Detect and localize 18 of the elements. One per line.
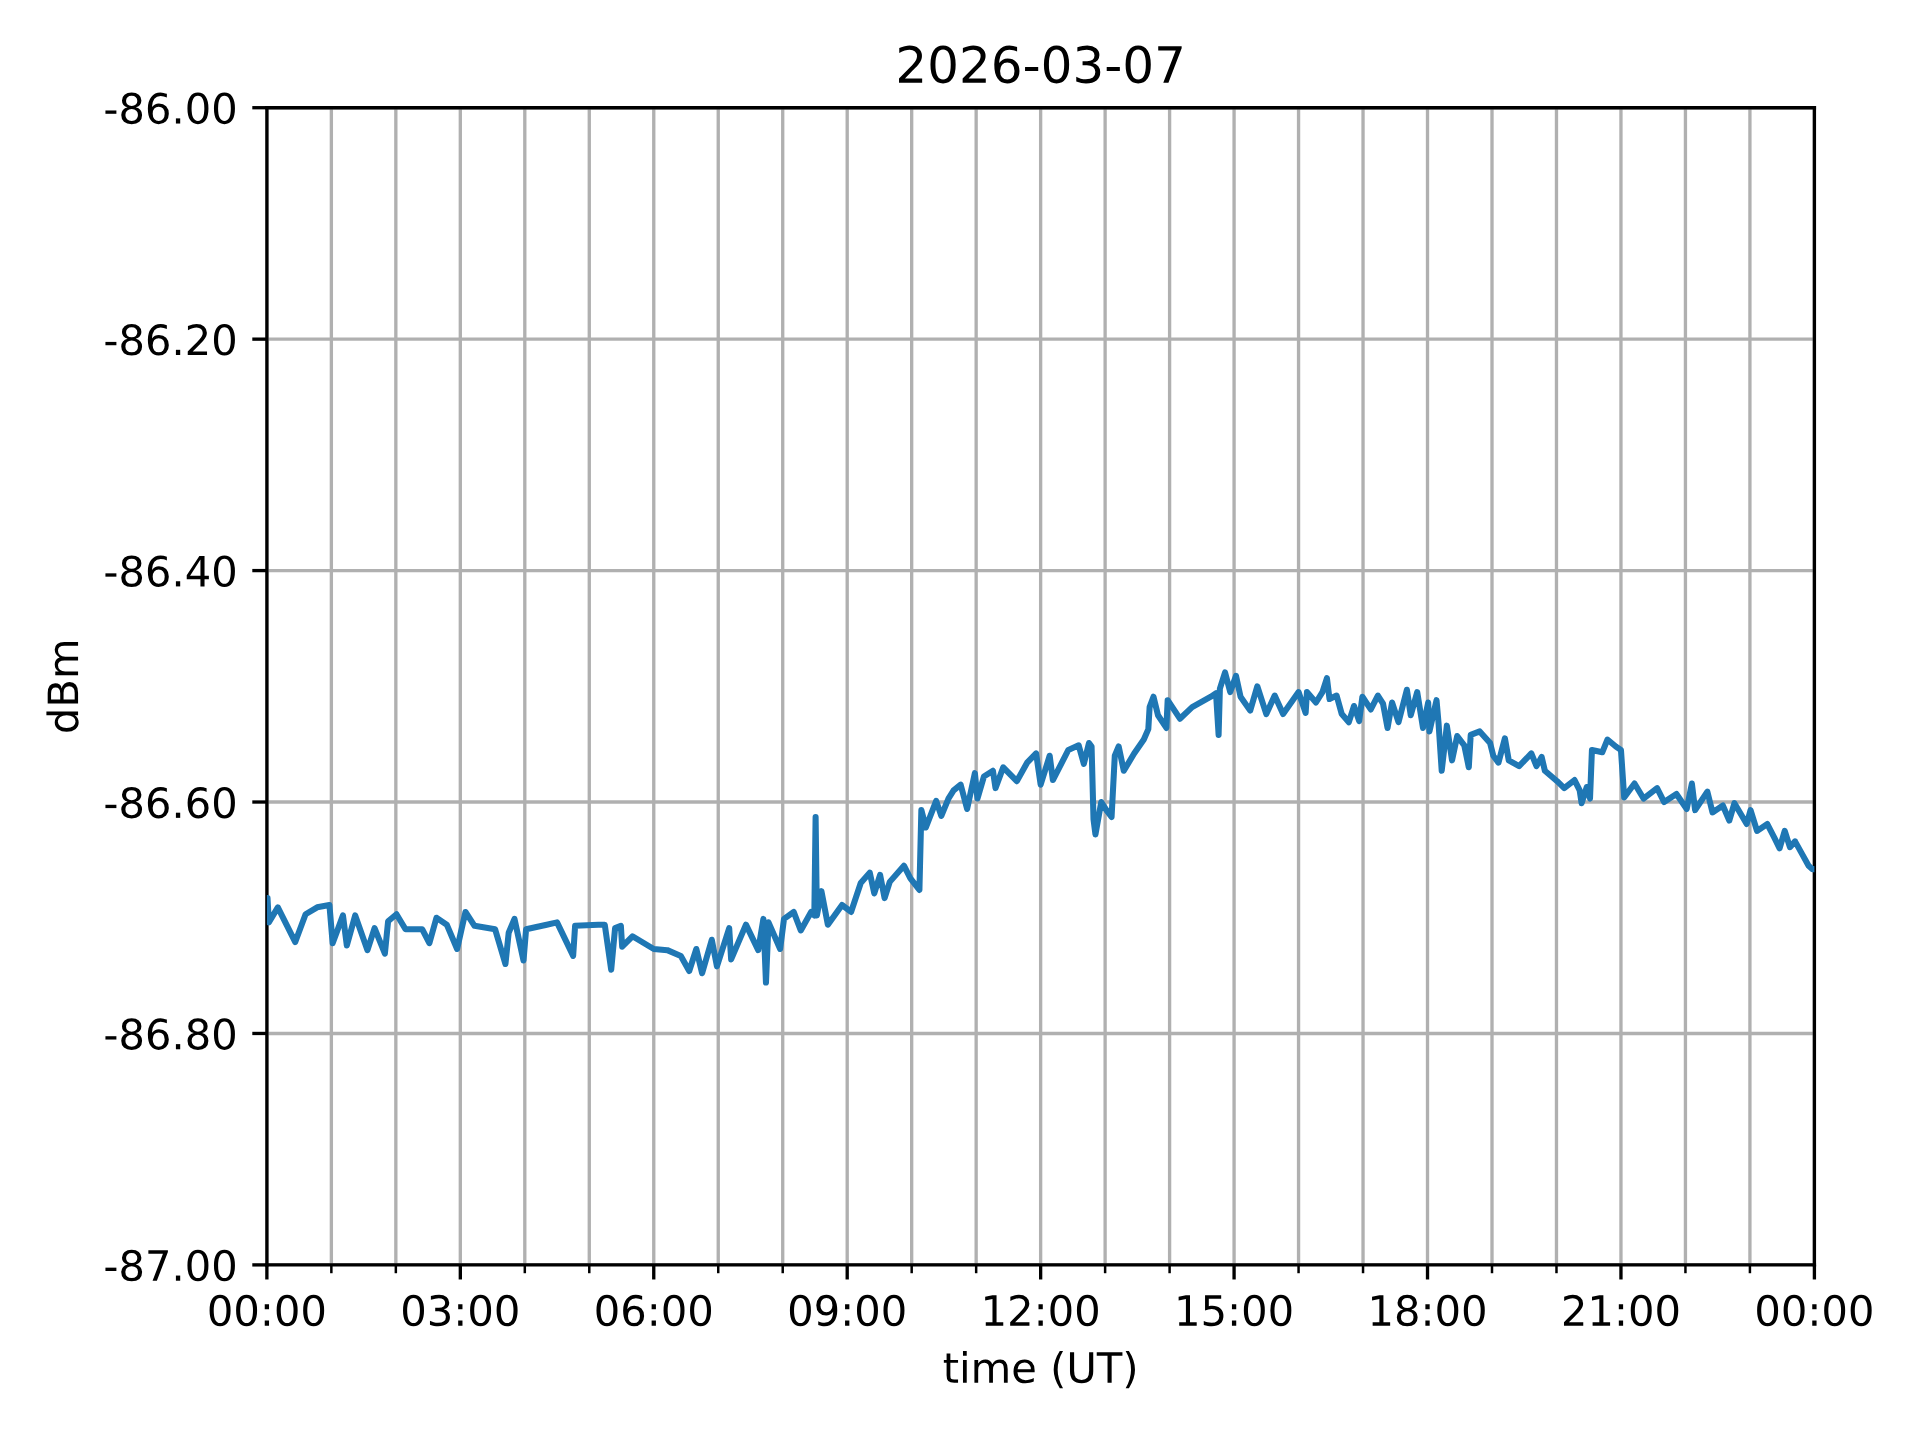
y-axis-title: dBm [46,642,79,732]
x-tick-label: 00:00 [1757,1294,1872,1327]
y-tick-label: -86.20 [105,324,235,356]
x-tick-label: 03:00 [403,1294,518,1327]
y-tick-label: -87.00 [105,1249,235,1282]
x-tick-label: 09:00 [789,1294,905,1327]
x-tick-label: 12:00 [985,1294,1098,1327]
y-tick-label: -86.40 [105,555,235,588]
chart-title: 2026-03-07 [899,45,1182,84]
y-tick-label: -86.80 [105,1018,235,1050]
x-axis-title: time (UT) [943,1351,1135,1389]
x-tick-label: 06:00 [596,1294,712,1327]
x-tick-label: 18:00 [1372,1294,1485,1327]
x-tick-label: 21:00 [1563,1294,1679,1327]
y-tick-label: -86.00 [105,92,235,125]
x-tick-label: 15:00 [1178,1294,1292,1327]
y-tick-label: -86.60 [105,786,235,819]
x-tick-label: 00:00 [209,1294,325,1327]
